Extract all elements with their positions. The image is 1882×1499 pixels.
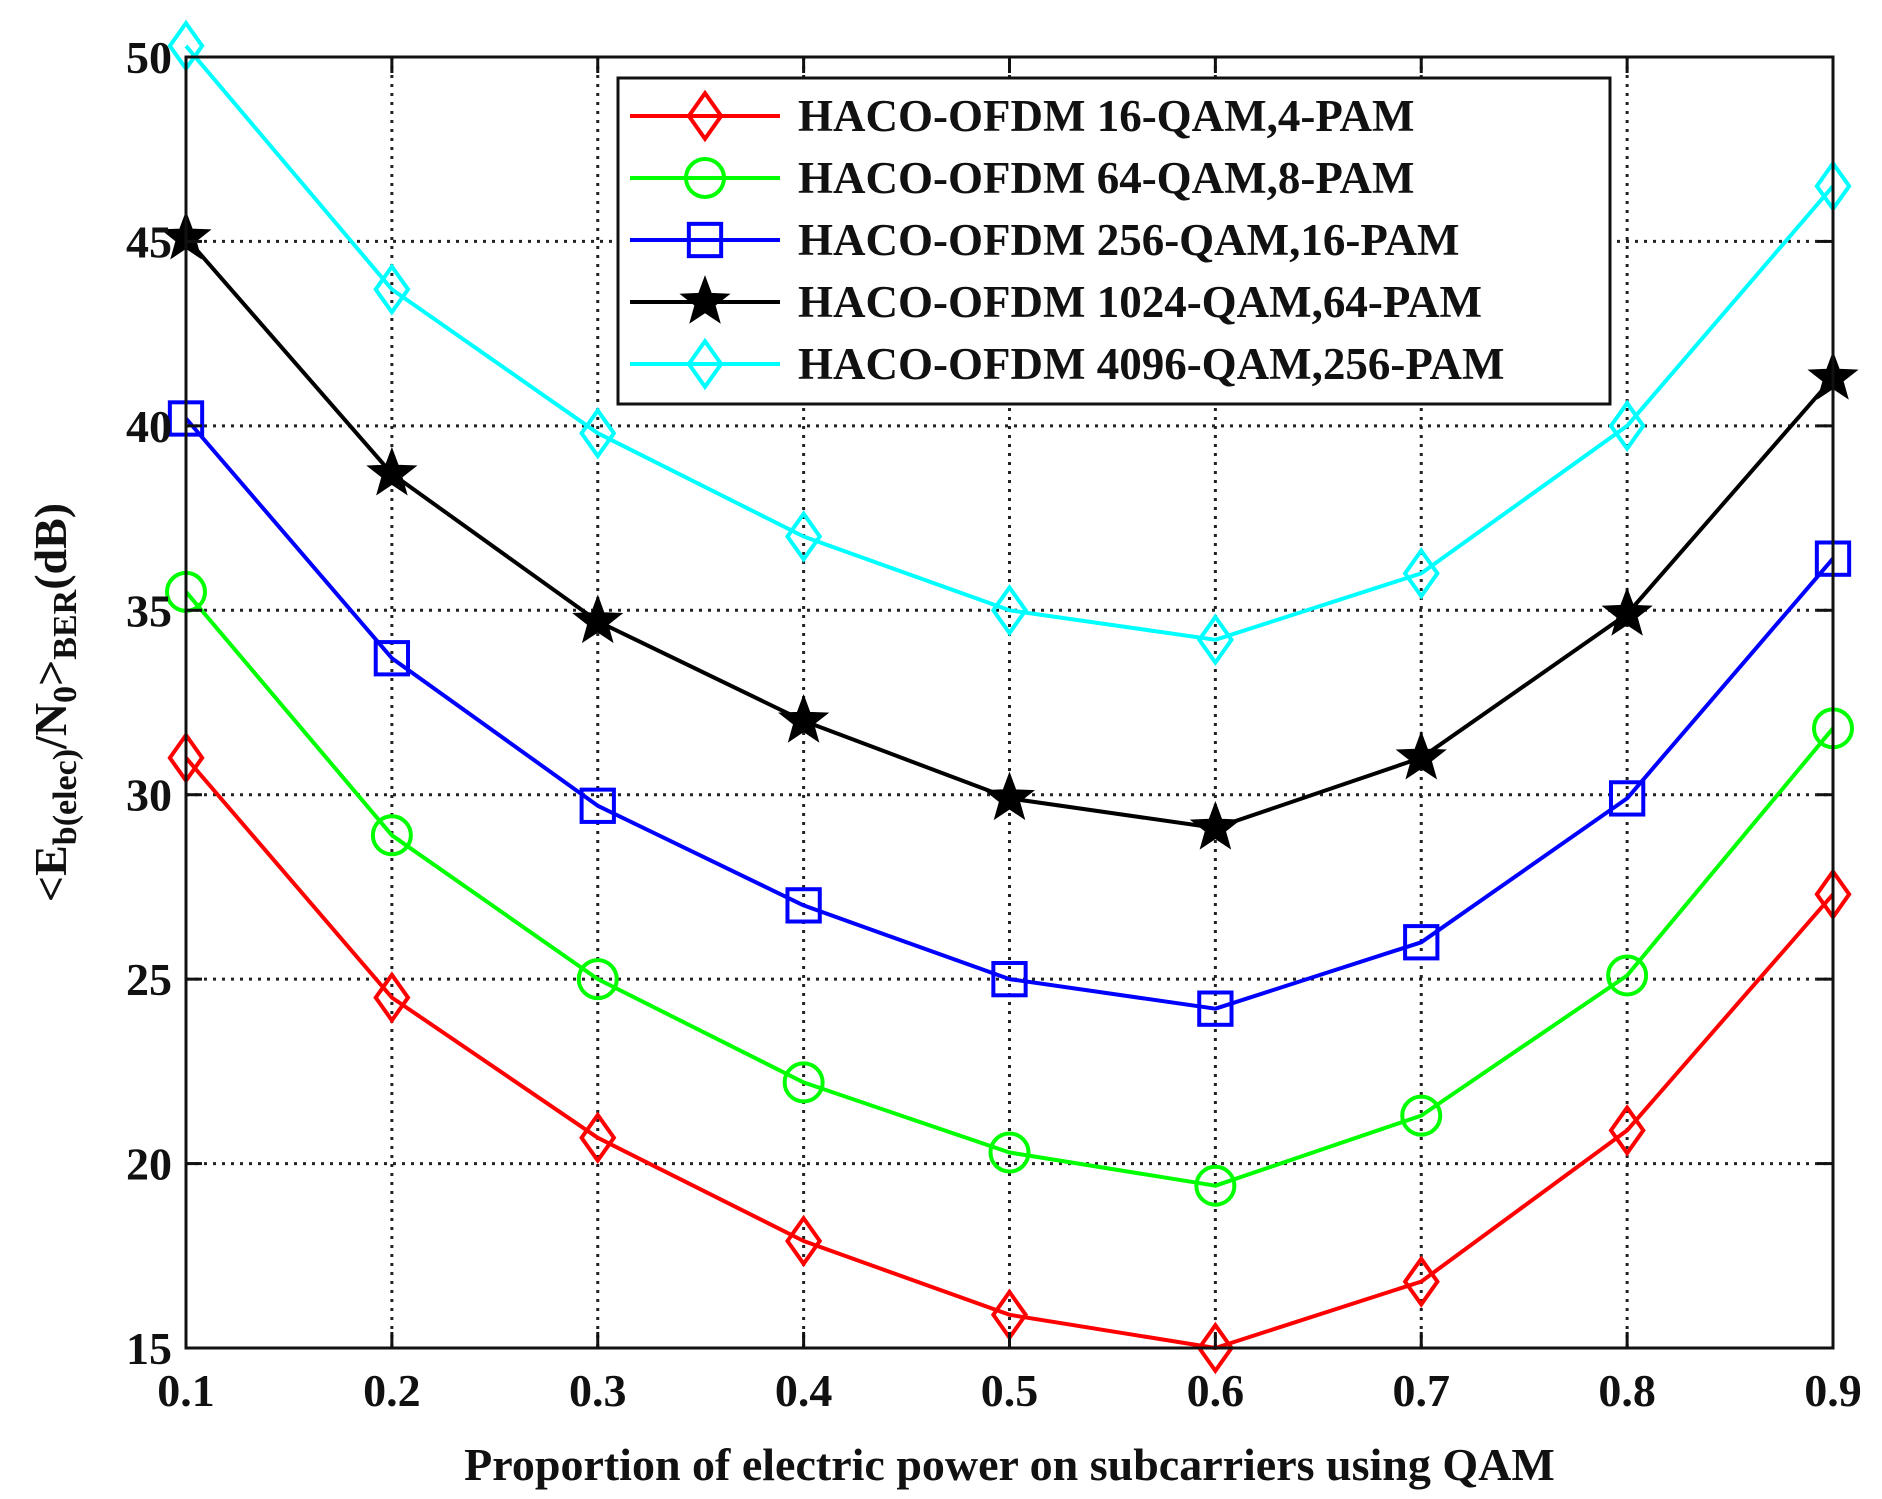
y-label-gt: > <box>25 660 76 686</box>
y-tick-label: 50 <box>126 32 172 83</box>
legend-marker <box>684 157 726 199</box>
y-tick-label: 40 <box>126 401 172 452</box>
series-line <box>184 756 1835 1350</box>
series-line <box>184 44 1835 642</box>
legend-label: HACO-OFDM 64-QAM,8-PAM <box>798 153 1415 203</box>
data-point <box>572 594 624 644</box>
data-point <box>785 887 822 924</box>
x-tick-label: 0.8 <box>1598 1365 1656 1416</box>
legend-entry: HACO-OFDM 1024-QAM,64-PAM <box>630 275 1482 327</box>
legend-box <box>616 76 1612 406</box>
series-line <box>184 590 1835 1188</box>
data-point <box>983 771 1036 821</box>
y-label-n-sub: 0 <box>47 686 84 703</box>
y-tick-label: 45 <box>126 216 172 267</box>
legend-entry: HACO-OFDM 16-QAM,4-PAM <box>630 89 1415 143</box>
legend-label: HACO-OFDM 4096-QAM,256-PAM <box>798 339 1505 389</box>
data-point <box>1402 1255 1440 1308</box>
data-point <box>1194 1164 1237 1207</box>
data-point <box>373 971 411 1024</box>
x-tick-label: 0.7 <box>1393 1365 1451 1416</box>
x-tick-label: 0.4 <box>775 1365 833 1416</box>
x-tick-label: 0.2 <box>363 1365 421 1416</box>
series-2 <box>165 570 1854 1207</box>
data-point <box>1606 954 1649 997</box>
y-label-lt: < <box>25 876 76 902</box>
data-point <box>785 1214 823 1268</box>
legend: HACO-OFDM 16-QAM,4-PAM HACO-OFDM 64-QAM,8… <box>616 76 1612 406</box>
data-point <box>370 814 413 857</box>
data-point <box>782 1061 825 1104</box>
data-point <box>1400 1094 1443 1137</box>
legend-label: HACO-OFDM 1024-QAM,64-PAM <box>798 277 1482 327</box>
data-point <box>1196 613 1234 667</box>
data-point <box>579 1111 617 1165</box>
data-point <box>1196 1321 1234 1375</box>
legend-marker <box>686 89 724 143</box>
data-point <box>1402 547 1440 600</box>
data-point <box>990 584 1029 637</box>
x-axis-label: Proportion of electric power on subcarri… <box>464 1439 1555 1490</box>
x-tick-label: 0.9 <box>1804 1365 1862 1416</box>
y-label-e-sub: b(elec) <box>47 749 84 845</box>
legend-entry: HACO-OFDM 64-QAM,8-PAM <box>630 153 1415 203</box>
data-point <box>576 958 619 1001</box>
data-point <box>366 446 418 496</box>
legend-entry: HACO-OFDM 256-QAM,16-PAM <box>630 215 1460 265</box>
series-line <box>184 417 1835 1011</box>
data-point <box>785 510 823 563</box>
y-tick-label: 30 <box>126 770 172 821</box>
y-tick-label: 20 <box>126 1139 172 1190</box>
y-tick-label: 15 <box>126 1323 172 1374</box>
data-point <box>1608 1104 1646 1157</box>
legend-label: HACO-OFDM 256-QAM,16-PAM <box>798 215 1460 265</box>
data-point <box>1608 780 1646 817</box>
data-point <box>1608 399 1646 453</box>
series-3 <box>167 400 1852 1027</box>
x-tick-label: 0.6 <box>1187 1365 1245 1416</box>
x-tick-label: 0.3 <box>569 1365 627 1416</box>
data-point <box>373 640 411 677</box>
data-point <box>1403 924 1440 961</box>
legend-entry: HACO-OFDM 4096-QAM,256-PAM <box>630 337 1505 391</box>
data-point <box>579 787 616 824</box>
y-tick-label: 25 <box>126 954 172 1005</box>
data-point <box>373 263 411 316</box>
y-label-unit: (dB) <box>25 503 76 590</box>
y-axis-label: <Eb(elec)/N0>BER(dB) <box>25 503 84 902</box>
data-point <box>1197 990 1234 1027</box>
legend-label: HACO-OFDM 16-QAM,4-PAM <box>798 91 1415 141</box>
data-point <box>1395 730 1447 780</box>
y-tick-label: 35 <box>126 585 172 636</box>
y-label-slash-n: /N <box>25 703 76 750</box>
x-tick-label: 0.1 <box>157 1365 215 1416</box>
y-label-ber-sub: BER <box>47 589 84 659</box>
legend-marker <box>679 275 731 324</box>
legend-marker <box>686 337 724 391</box>
data-point <box>1601 587 1653 636</box>
data-point <box>1189 801 1241 850</box>
legend-marker <box>686 221 724 259</box>
series-1 <box>167 731 1852 1375</box>
data-point <box>991 960 1028 998</box>
data-point <box>579 406 617 460</box>
y-label-e: E <box>25 845 76 876</box>
data-point <box>988 1131 1031 1174</box>
axis-ticks: 0.1 0.2 0.3 0.4 0.5 0.6 0.7 0.8 0.9 15 20 25 30 35 40 4… <box>126 32 1862 1416</box>
data-point <box>778 694 830 743</box>
x-tick-label: 0.5 <box>981 1365 1039 1416</box>
